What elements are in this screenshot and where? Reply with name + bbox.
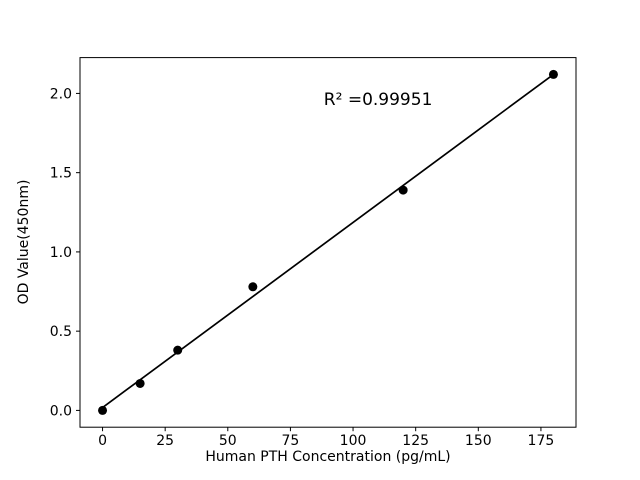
x-tick-label: 125 [402, 433, 429, 449]
data-point [248, 282, 258, 292]
x-tick-label: 0 [98, 433, 107, 449]
data-point [98, 405, 108, 415]
data-point [135, 378, 145, 388]
data-point [398, 185, 408, 195]
y-tick-label: 1.5 [50, 166, 72, 182]
x-tick-label: 50 [219, 433, 237, 449]
r-squared-annotation: R² =0.99951 [323, 89, 433, 110]
x-tick-label: 25 [156, 433, 174, 449]
data-point [173, 345, 183, 355]
x-tick-label: 75 [282, 433, 300, 449]
plot-area-border [79, 57, 577, 428]
y-tick-label: 0.5 [50, 324, 72, 340]
y-axis-label: OD Value(450nm) [16, 179, 32, 305]
data-point [548, 69, 558, 79]
x-tick-label: 150 [465, 433, 492, 449]
x-axis-label: Human PTH Concentration (pg/mL) [205, 449, 451, 465]
fit-line [101, 73, 555, 409]
y-tick-label: 2.0 [50, 86, 72, 102]
y-tick-label: 0.0 [50, 403, 72, 419]
y-tick-label: 1.0 [50, 245, 72, 261]
x-tick-label: 175 [528, 433, 555, 449]
x-tick-label: 100 [340, 433, 367, 449]
